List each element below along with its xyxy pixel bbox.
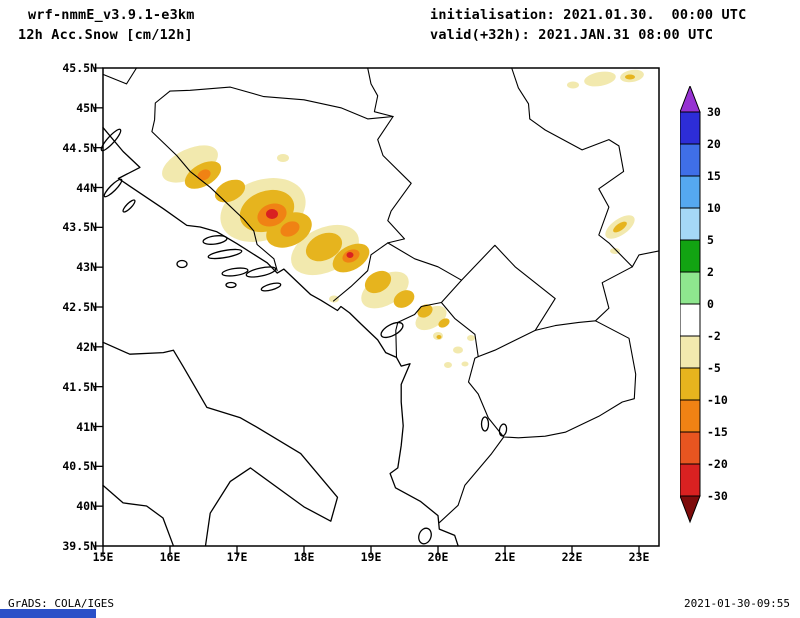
model-title: wrf-nmmE_v3.9.1-e3km xyxy=(28,7,195,23)
colorbar-label: 20 xyxy=(707,137,721,151)
lon-tick-label: 15E xyxy=(92,550,114,564)
colorbar-label: 15 xyxy=(707,169,721,183)
colorbar-segment xyxy=(680,367,701,401)
lon-tick-label: 18E xyxy=(293,550,315,564)
grads-credit: GrADS: COLA/IGES xyxy=(8,597,114,610)
lon-tick-label: 22E xyxy=(561,550,583,564)
colorbar-segment xyxy=(680,335,701,369)
lon-tick-label: 20E xyxy=(427,550,449,564)
colorbar-segment xyxy=(680,175,701,209)
lat-tick-label: 43N xyxy=(76,260,97,275)
colorbar-arrow-bottom xyxy=(680,495,701,524)
lat-tick-label: 45.5N xyxy=(62,61,97,75)
lat-tick-label: 42.5N xyxy=(62,300,97,314)
colorbar-segment xyxy=(680,463,701,497)
axis-ticks xyxy=(94,67,640,555)
colorbar-segment xyxy=(680,111,701,145)
colorbar-label: -2 xyxy=(707,329,721,343)
lat-tick-label: 41.5N xyxy=(62,379,97,394)
colorbar-segment xyxy=(680,303,701,337)
colorbar-label: -30 xyxy=(707,489,728,503)
lat-tick-label: 45N xyxy=(76,100,97,115)
snow-shading-medium xyxy=(184,74,635,339)
valid-time: valid(+32h): 2021.JAN.31 08:00 UTC xyxy=(430,27,714,43)
country-borders xyxy=(102,67,660,524)
lat-tick-label: 40N xyxy=(76,499,97,514)
colorbar-segment xyxy=(680,431,701,465)
weather-map xyxy=(94,67,660,555)
colorbar-label: -20 xyxy=(707,457,728,471)
lon-tick-label: 17E xyxy=(226,550,248,564)
colorbar-label: 5 xyxy=(707,233,714,247)
product-title: 12h Acc.Snow [cm/12h] xyxy=(18,27,193,43)
colorbar-label: 0 xyxy=(707,297,714,311)
colorbar-segment xyxy=(680,207,701,241)
lon-tick-label: 16E xyxy=(159,550,181,564)
plot-frame xyxy=(94,67,660,555)
colorbar-segment xyxy=(680,143,701,177)
lon-tick-label: 19E xyxy=(360,550,382,564)
timestamp: 2021-01-30-09:55 xyxy=(684,597,790,610)
colorbar-segment xyxy=(680,271,701,305)
lon-tick-label: 21E xyxy=(494,550,516,564)
colorbar-segment xyxy=(680,239,701,273)
coastlines xyxy=(100,126,508,547)
lat-tick-label: 44N xyxy=(76,180,97,195)
colorbar-label: 30 xyxy=(707,105,721,119)
lon-tick-label: 23E xyxy=(628,550,650,564)
colorbar-arrow-top xyxy=(680,86,701,113)
colorbar-segment xyxy=(680,399,701,433)
lat-tick-label: 42N xyxy=(76,339,97,354)
lat-tick-label: 39.5N xyxy=(62,539,97,553)
colorbar-label: -15 xyxy=(707,425,728,439)
init-time: initialisation: 2021.01.30. 00:00 UTC xyxy=(430,7,747,23)
snow-shading-extreme xyxy=(266,209,354,258)
colorbar-label: -5 xyxy=(707,361,721,375)
colorbar-label: 10 xyxy=(707,201,721,215)
colorbar-label: 2 xyxy=(707,265,714,279)
lat-tick-label: 40.5N xyxy=(62,459,97,474)
lat-tick-label: 43.5N xyxy=(62,220,97,235)
lat-tick-label: 41N xyxy=(76,419,97,434)
bottom-left-blue-bar xyxy=(0,609,96,618)
colorbar-label: -10 xyxy=(707,393,728,407)
lat-tick-label: 44.5N xyxy=(62,140,97,155)
